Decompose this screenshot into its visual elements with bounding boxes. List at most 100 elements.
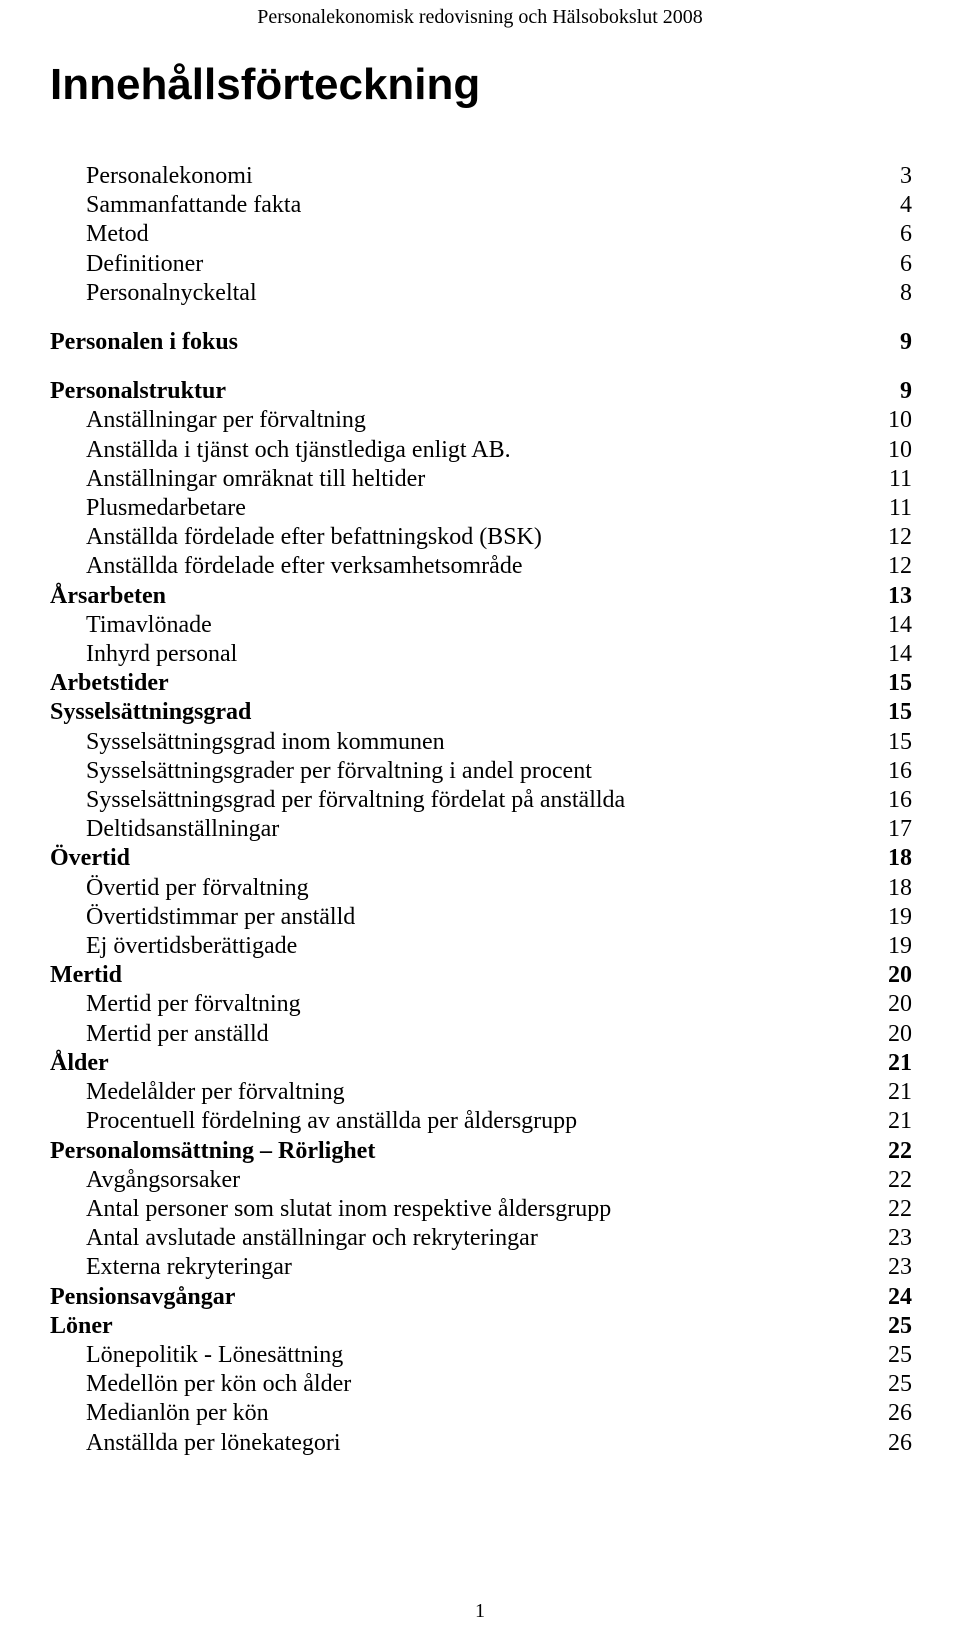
toc-page-number: 25 — [872, 1370, 912, 1399]
toc-row: Ej övertidsberättigade 19 — [50, 932, 912, 961]
toc-label: Personalstruktur — [50, 377, 226, 406]
toc-page-number: 22 — [872, 1166, 912, 1195]
toc-label: Sammanfattande fakta — [50, 191, 301, 220]
toc-page-number: 18 — [872, 874, 912, 903]
toc-page-number: 26 — [872, 1399, 912, 1428]
toc-row: Personalekonomi3 — [50, 162, 912, 191]
toc-label: Sysselsättningsgrad inom kommunen — [50, 728, 445, 757]
toc-row: Plusmedarbetare 11 — [50, 494, 912, 523]
toc-row: Övertid per förvaltning 18 — [50, 874, 912, 903]
toc-page-number: 13 — [872, 582, 912, 611]
toc-row: Pensionsavgångar 24 — [50, 1283, 912, 1312]
toc-row: Sysselsättningsgrader per förvaltning i … — [50, 757, 912, 786]
toc-row: Mertid per anställd20 — [50, 1020, 912, 1049]
toc-page-number: 15 — [872, 669, 912, 698]
toc-label: Avgångsorsaker — [50, 1166, 240, 1195]
toc-row: Sammanfattande fakta4 — [50, 191, 912, 220]
running-header: Personalekonomisk redovisning och Hälsob… — [0, 6, 960, 29]
toc-row: Timavlönade 14 — [50, 611, 912, 640]
toc-row: Anställda fördelade efter befattningskod… — [50, 523, 912, 552]
toc-page-number: 9 — [872, 328, 912, 357]
toc-row: Sysselsättningsgrad inom kommunen 15 — [50, 728, 912, 757]
toc-label: Timavlönade — [50, 611, 212, 640]
document-page: Personalekonomisk redovisning och Hälsob… — [0, 0, 960, 1639]
page-title: Innehållsförteckning — [50, 60, 480, 110]
toc-row: Externa rekryteringar23 — [50, 1253, 912, 1282]
toc-page-number: 26 — [872, 1429, 912, 1458]
toc-spacer — [50, 308, 912, 328]
toc-row: Lönepolitik - Lönesättning 25 — [50, 1341, 912, 1370]
toc-label: Medellön per kön och ålder — [50, 1370, 351, 1399]
toc-label: Sysselsättningsgrad — [50, 698, 251, 727]
toc-label: Anställda per lönekategori — [50, 1429, 341, 1458]
toc-page-number: 21 — [872, 1078, 912, 1107]
toc-label: Övertid — [50, 844, 130, 873]
toc-page-number: 14 — [872, 611, 912, 640]
toc-label: Pensionsavgångar — [50, 1283, 235, 1312]
toc-label: Årsarbeten — [50, 582, 166, 611]
toc-label: Mertid per anställd — [50, 1020, 269, 1049]
toc-row: Sysselsättningsgrad per förvaltning förd… — [50, 786, 912, 815]
toc-page-number: 25 — [872, 1341, 912, 1370]
toc-row: Anställda fördelade efter verksamhetsomr… — [50, 552, 912, 581]
toc-page-number: 24 — [872, 1283, 912, 1312]
toc-label: Arbetstider — [50, 669, 169, 698]
toc-label: Antal personer som slutat inom respektiv… — [50, 1195, 611, 1224]
toc-page-number: 21 — [872, 1107, 912, 1136]
toc-row: Anställda i tjänst och tjänstlediga enli… — [50, 436, 912, 465]
toc-row: Antal avslutade anställningar och rekryt… — [50, 1224, 912, 1253]
toc-page-number: 14 — [872, 640, 912, 669]
toc-label: Lönepolitik - Lönesättning — [50, 1341, 343, 1370]
toc-label: Mertid per förvaltning — [50, 990, 301, 1019]
toc-page-number: 16 — [872, 786, 912, 815]
toc-label: Löner — [50, 1312, 113, 1341]
toc-page-number: 10 — [872, 406, 912, 435]
toc-page-number: 22 — [872, 1137, 912, 1166]
toc-label: Medianlön per kön — [50, 1399, 269, 1428]
toc-label: Definitioner — [50, 250, 203, 279]
toc-page-number: 15 — [872, 728, 912, 757]
toc-label: Antal avslutade anställningar och rekryt… — [50, 1224, 538, 1253]
toc-row: Löner 25 — [50, 1312, 912, 1341]
toc-row: Personalomsättning – Rörlighet22 — [50, 1137, 912, 1166]
toc-label: Ej övertidsberättigade — [50, 932, 297, 961]
toc-row: Mertid 20 — [50, 961, 912, 990]
toc-page-number: 12 — [872, 552, 912, 581]
toc-page-number: 20 — [872, 961, 912, 990]
toc-row: Medelålder per förvaltning21 — [50, 1078, 912, 1107]
toc-row: Mertid per förvaltning20 — [50, 990, 912, 1019]
toc-row: Årsarbeten 13 — [50, 582, 912, 611]
toc-label: Plusmedarbetare — [50, 494, 246, 523]
toc-row: Metod6 — [50, 220, 912, 249]
toc-page-number: 23 — [872, 1253, 912, 1282]
toc-page-number: 19 — [872, 932, 912, 961]
toc-row: Definitioner 6 — [50, 250, 912, 279]
toc-row: Anställda per lönekategori 26 — [50, 1429, 912, 1458]
toc-row: Sysselsättningsgrad 15 — [50, 698, 912, 727]
toc-page-number: 25 — [872, 1312, 912, 1341]
toc-page-number: 9 — [872, 377, 912, 406]
toc-label: Övertid per förvaltning — [50, 874, 309, 903]
toc-page-number: 6 — [872, 250, 912, 279]
toc-page-number: 19 — [872, 903, 912, 932]
toc-row: Anställningar per förvaltning10 — [50, 406, 912, 435]
toc-page-number: 11 — [872, 465, 912, 494]
toc-label: Personalen i fokus — [50, 328, 238, 357]
page-number: 1 — [0, 1600, 960, 1623]
table-of-contents: Personalekonomi3Sammanfattande fakta4Met… — [50, 162, 912, 1458]
toc-page-number: 15 — [872, 698, 912, 727]
toc-row: Arbetstider 15 — [50, 669, 912, 698]
toc-label: Sysselsättningsgrad per förvaltning förd… — [50, 786, 625, 815]
toc-label: Övertidstimmar per anställd — [50, 903, 355, 932]
toc-page-number: 16 — [872, 757, 912, 786]
toc-row: Medianlön per kön 26 — [50, 1399, 912, 1428]
toc-row: Procentuell fördelning av anställda per … — [50, 1107, 912, 1136]
toc-label: Ålder — [50, 1049, 109, 1078]
toc-page-number: 17 — [872, 815, 912, 844]
toc-row: Deltidsanställningar17 — [50, 815, 912, 844]
toc-row: Personalen i fokus 9 — [50, 328, 912, 357]
toc-row: Anställningar omräknat till heltider11 — [50, 465, 912, 494]
toc-label: Procentuell fördelning av anställda per … — [50, 1107, 577, 1136]
toc-page-number: 11 — [872, 494, 912, 523]
toc-label: Mertid — [50, 961, 122, 990]
